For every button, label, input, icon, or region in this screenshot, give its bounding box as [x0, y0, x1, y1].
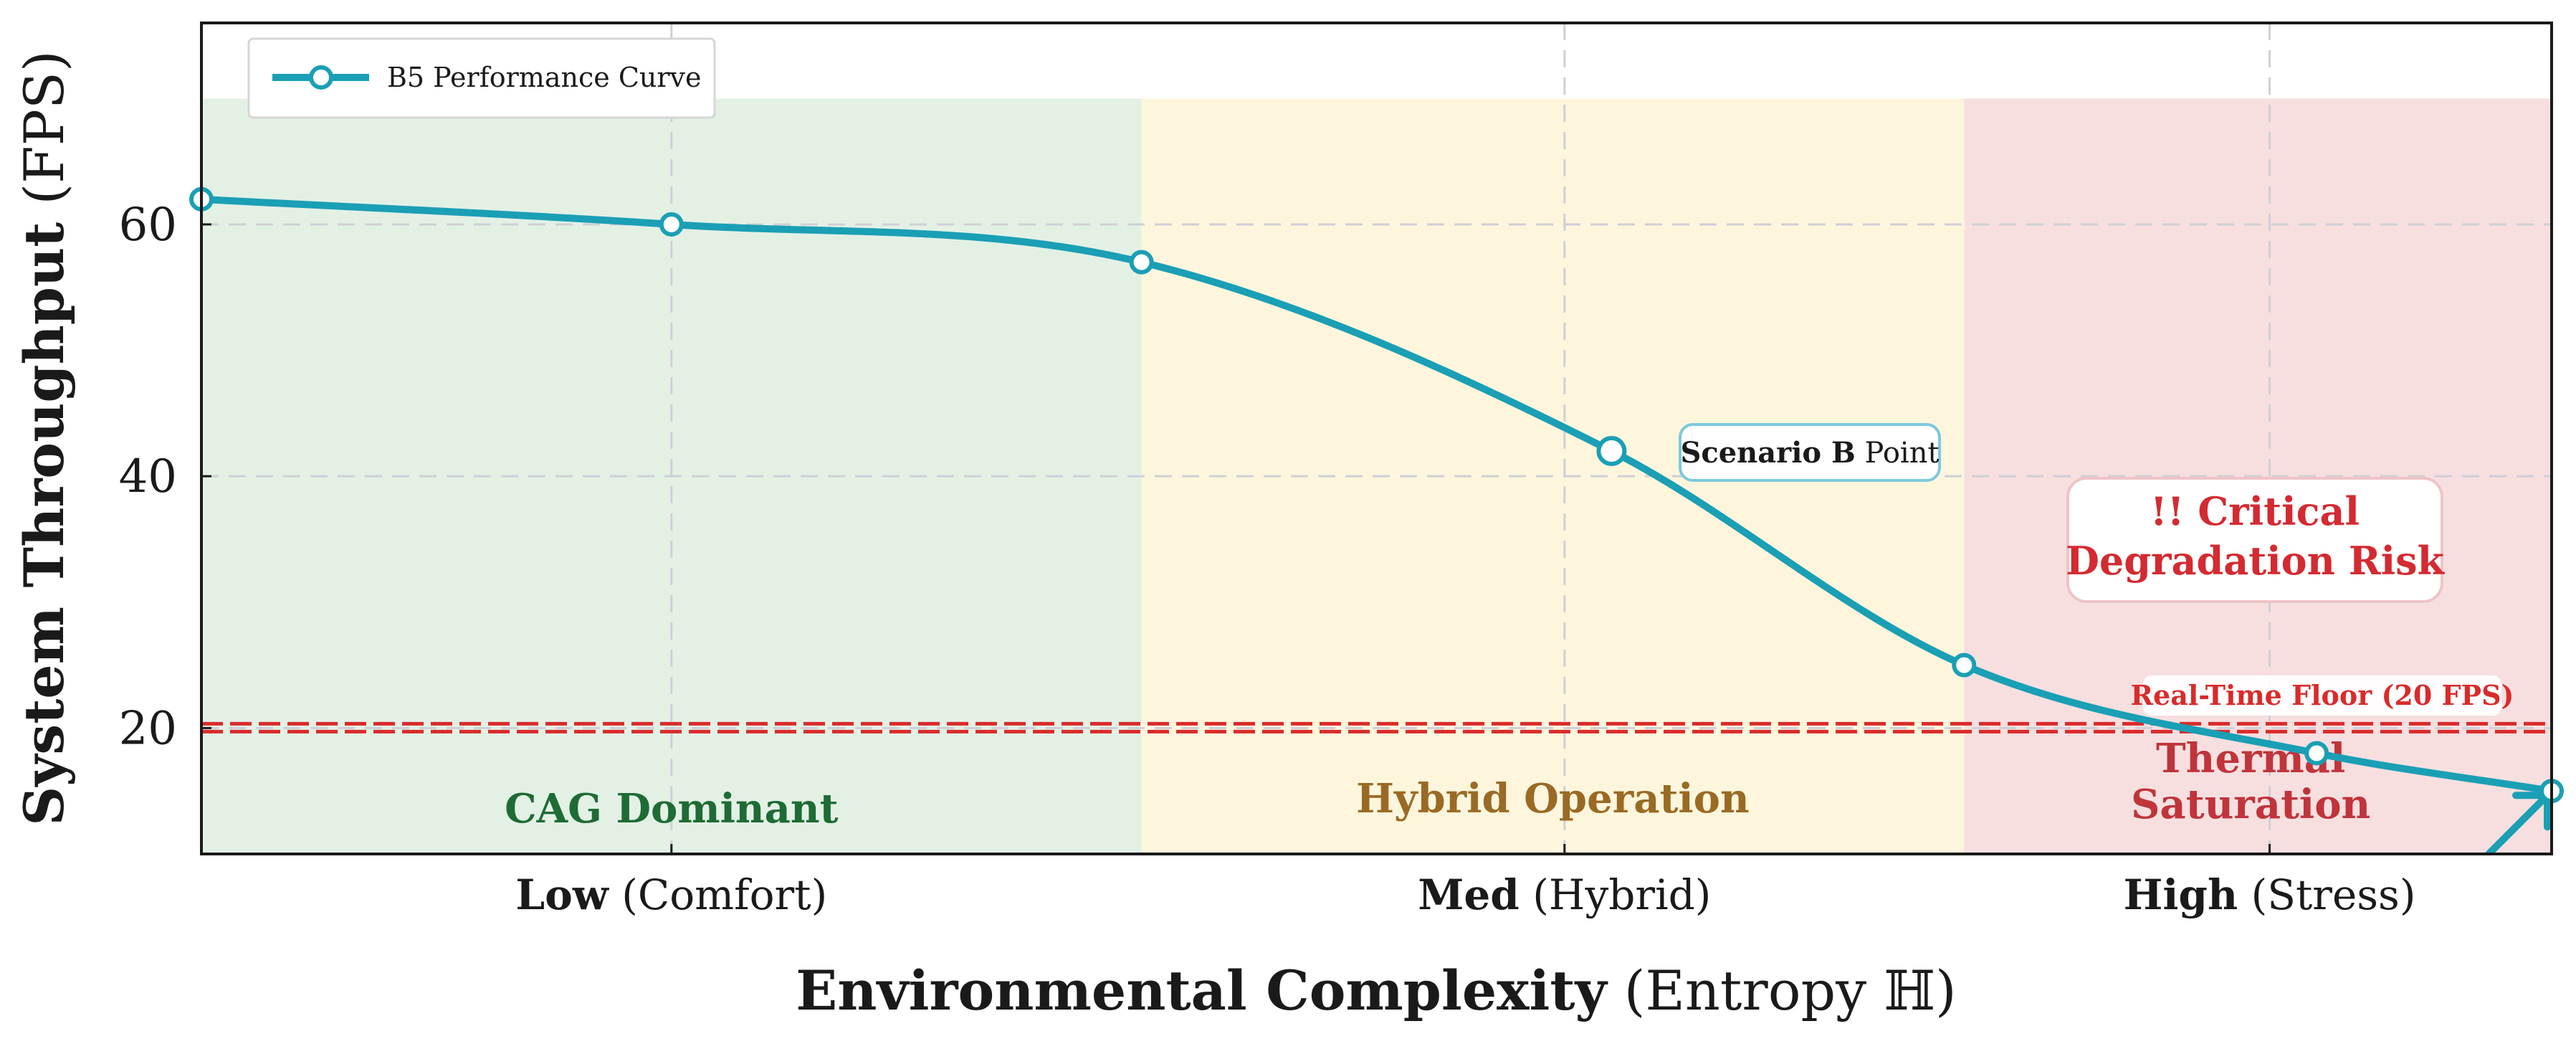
y-tick-label-60: 60 — [119, 199, 177, 252]
scenario-label-bold: Scenario B — [1680, 436, 1855, 470]
critical-line-2: Degradation Risk — [2066, 538, 2445, 584]
x-axis-title: Environmental Complexity (Entropy ℍ) — [796, 959, 1956, 1022]
critical-annotation: !! Critical Degradation Risk — [2066, 477, 2446, 603]
threshold-label-box: Real-Time Floor (20 FPS) — [2130, 675, 2514, 716]
data-point-5 — [2304, 741, 2329, 766]
legend-marker — [309, 65, 333, 90]
threshold-label: Real-Time Floor (20 FPS) — [2130, 679, 2514, 711]
y-axis-ticks: 20 40 60 — [119, 199, 211, 755]
data-point-2 — [1129, 250, 1154, 275]
series-line-b5 — [201, 195, 2552, 795]
plot-frame — [200, 22, 2553, 855]
data-point-3 — [1596, 436, 1627, 467]
x-axis-ticks: Low (Comfort) Med (Hybrid) High (Stress) — [515, 844, 2415, 919]
svg-text:Scenario B Point: Scenario B Point — [1680, 436, 1939, 470]
region-label-hybrid-operation: Hybrid Operation — [1356, 775, 1750, 822]
critical-line-1: !! Critical — [2150, 488, 2360, 534]
y-tick-label-20: 20 — [119, 702, 177, 755]
x-tick-label-1: Med (Hybrid) — [1418, 870, 1711, 919]
y-axis-title: System Throughput (FPS) — [12, 50, 76, 825]
region-label-cag-dominant: CAG Dominant — [505, 785, 838, 832]
legend: B5 Performance Curve — [247, 37, 716, 119]
region-label-line-1: Saturation — [2131, 781, 2370, 828]
y-tick-label-40: 40 — [119, 450, 177, 503]
scenario-label-rest: Point — [1856, 437, 1940, 470]
x-tick-label-0: Low (Comfort) — [515, 870, 827, 919]
scenario-annotation: Scenario B Point — [1679, 423, 1941, 482]
x-tick-label-2: High (Stress) — [2124, 870, 2416, 919]
data-point-1 — [659, 212, 684, 237]
legend-label: B5 Performance Curve — [387, 62, 701, 93]
data-point-4 — [1952, 652, 1977, 678]
series-points — [189, 186, 2564, 804]
